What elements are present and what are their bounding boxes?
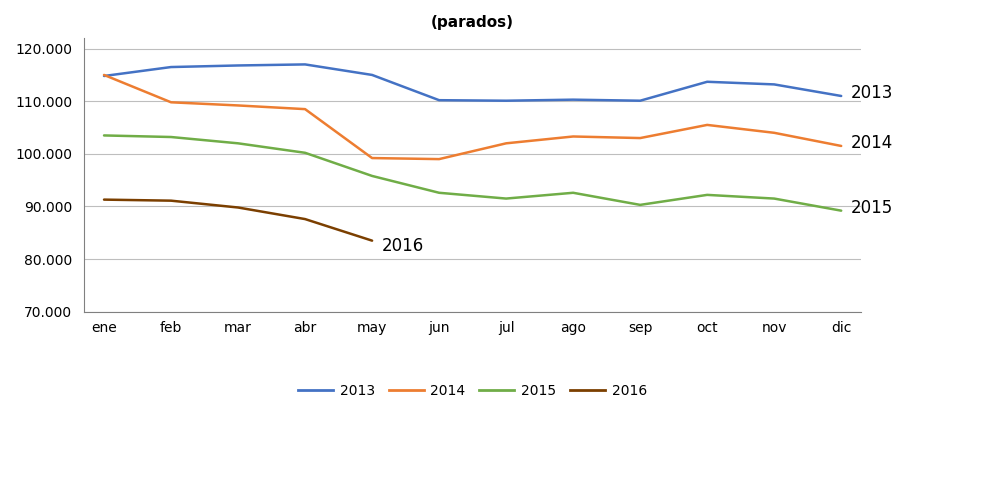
2013 bbox=[836, 93, 847, 99]
Text: 2016: 2016 bbox=[382, 237, 425, 255]
2014 bbox=[98, 72, 110, 78]
2013 bbox=[635, 98, 646, 104]
2015 bbox=[500, 195, 512, 201]
Legend: 2013, 2014, 2015, 2016: 2013, 2014, 2015, 2016 bbox=[293, 379, 652, 404]
2013 bbox=[366, 72, 378, 78]
Line: 2014: 2014 bbox=[104, 75, 842, 159]
2014 bbox=[836, 143, 847, 149]
2014 bbox=[567, 134, 579, 139]
2015 bbox=[567, 190, 579, 196]
2015 bbox=[768, 195, 780, 201]
2013 bbox=[299, 61, 311, 67]
2014 bbox=[500, 140, 512, 146]
2015 bbox=[701, 192, 713, 198]
2015 bbox=[635, 202, 646, 208]
2013 bbox=[567, 97, 579, 103]
2014 bbox=[701, 122, 713, 128]
2015 bbox=[836, 208, 847, 214]
2014 bbox=[366, 155, 378, 161]
2013 bbox=[701, 79, 713, 85]
Title: (parados): (parados) bbox=[431, 15, 514, 30]
Line: 2013: 2013 bbox=[104, 64, 842, 101]
Line: 2016: 2016 bbox=[104, 200, 372, 241]
2015 bbox=[434, 190, 446, 196]
Line: 2015: 2015 bbox=[104, 136, 842, 211]
Text: 2014: 2014 bbox=[851, 135, 894, 152]
2014 bbox=[768, 130, 780, 136]
2014 bbox=[299, 106, 311, 112]
2015 bbox=[232, 140, 244, 146]
2015 bbox=[366, 173, 378, 179]
2013 bbox=[232, 62, 244, 68]
2016 bbox=[299, 216, 311, 222]
2014 bbox=[165, 99, 177, 105]
2014 bbox=[635, 135, 646, 141]
2013 bbox=[500, 98, 512, 104]
2015 bbox=[299, 150, 311, 156]
2013 bbox=[768, 82, 780, 87]
2016 bbox=[165, 198, 177, 204]
2016 bbox=[232, 205, 244, 211]
2015 bbox=[165, 134, 177, 140]
Text: 2013: 2013 bbox=[851, 84, 894, 102]
2013 bbox=[98, 73, 110, 79]
2013 bbox=[434, 97, 446, 103]
2016 bbox=[98, 197, 110, 203]
2015 bbox=[98, 133, 110, 138]
2014 bbox=[434, 156, 446, 162]
Text: 2015: 2015 bbox=[851, 198, 894, 217]
2014 bbox=[232, 103, 244, 109]
2016 bbox=[366, 238, 378, 244]
2013 bbox=[165, 64, 177, 70]
